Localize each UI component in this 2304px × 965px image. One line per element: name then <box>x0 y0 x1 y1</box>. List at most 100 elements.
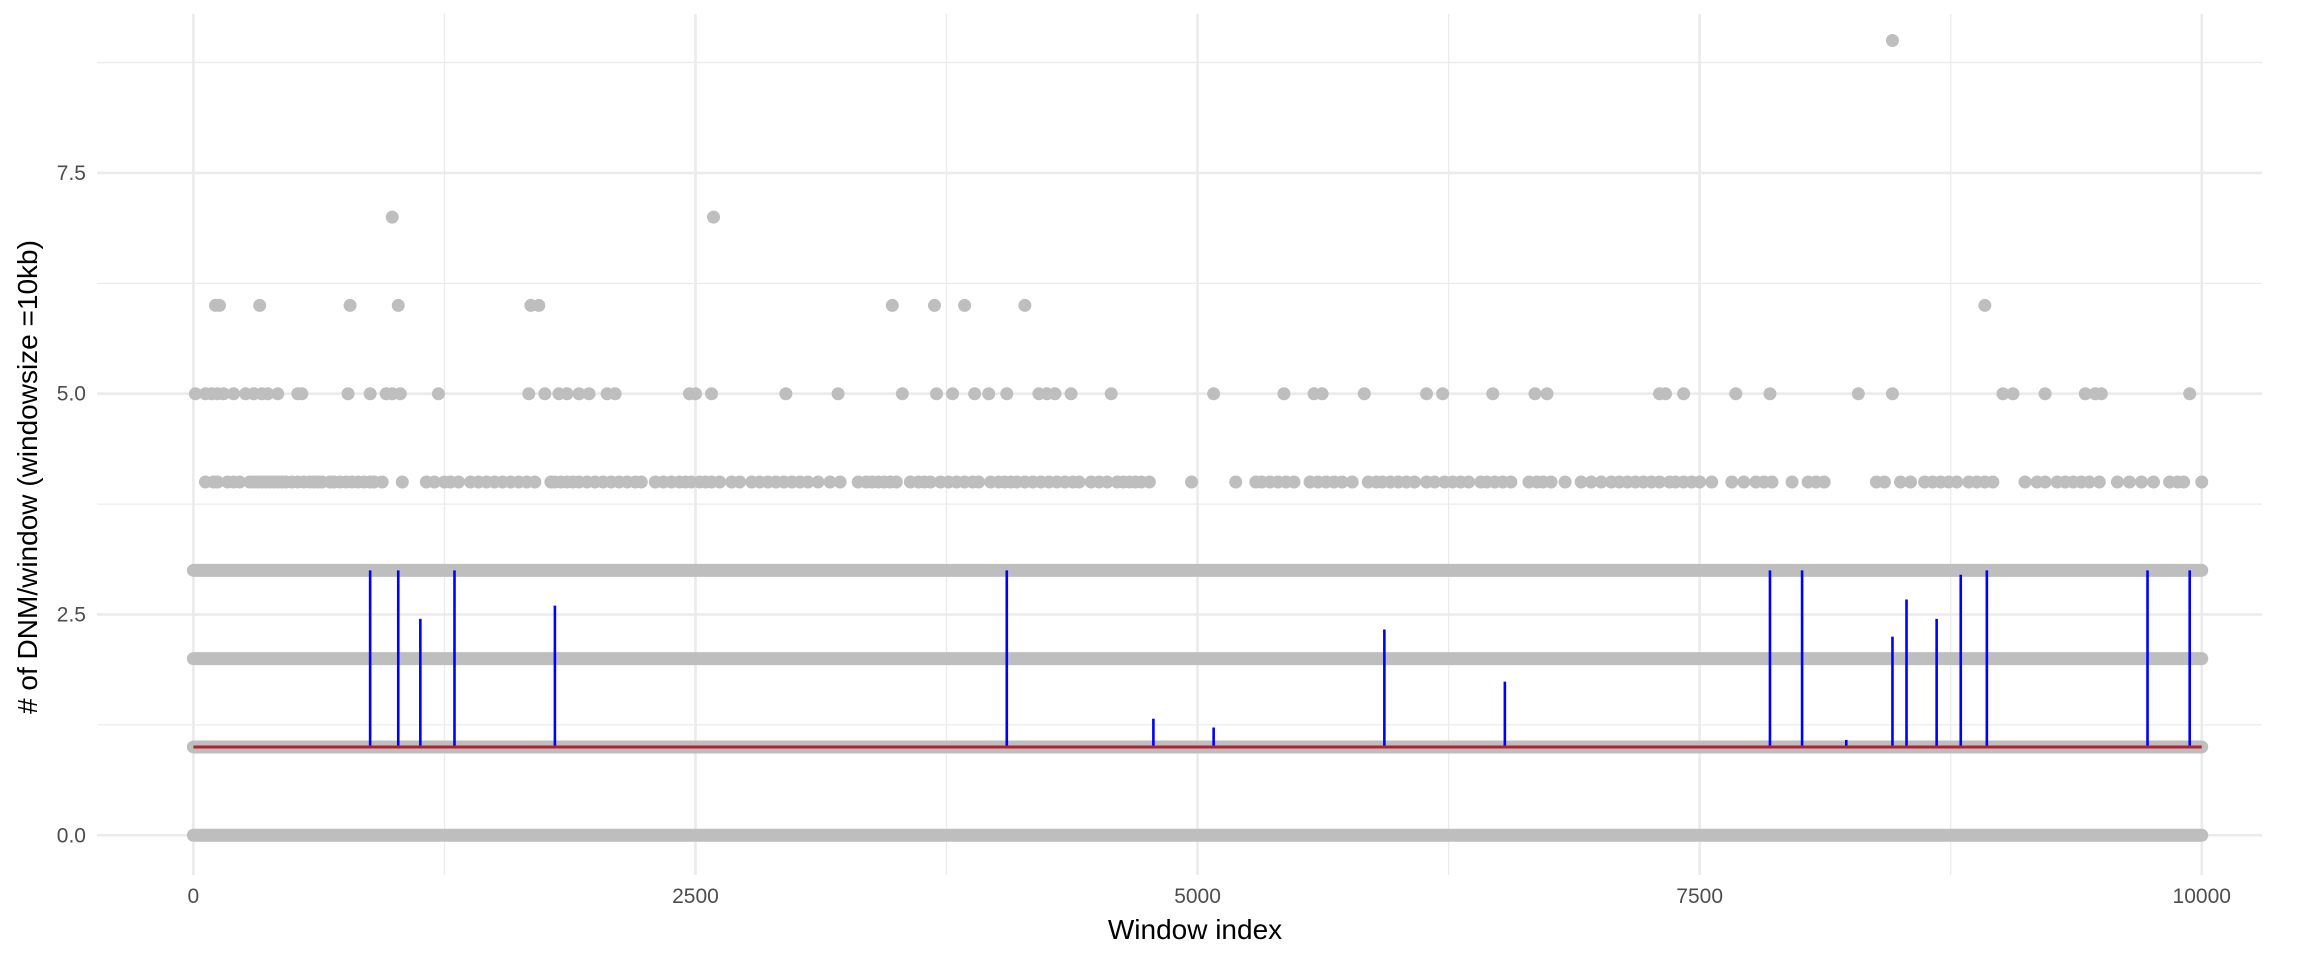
data-point <box>431 387 445 401</box>
data-point <box>1996 387 2010 401</box>
data-point <box>1558 475 1572 489</box>
data-point <box>1000 387 1014 401</box>
data-point <box>217 387 231 401</box>
data-point <box>2006 387 2020 401</box>
data-point <box>713 475 727 489</box>
data-point <box>823 475 837 489</box>
data-point <box>375 475 389 489</box>
data-point <box>811 475 825 489</box>
y-tick-label: 2.5 <box>57 603 86 626</box>
data-point <box>1277 387 1291 401</box>
y-axis-label: # of DNM/window (windowsize =10kb) <box>12 240 43 714</box>
data-point <box>982 387 996 401</box>
data-point <box>895 387 909 401</box>
x-tick-label: 0 <box>188 885 200 908</box>
data-point <box>968 387 982 401</box>
data-point <box>927 298 941 312</box>
data-point <box>1950 475 1964 489</box>
data-point <box>560 387 574 401</box>
data-point <box>1765 475 1779 489</box>
data-point <box>1817 475 1831 489</box>
data-point <box>1763 387 1777 401</box>
data-point <box>522 387 536 401</box>
data-point <box>958 298 972 312</box>
data-point <box>1540 387 1554 401</box>
x-tick-label: 10000 <box>2173 885 2231 908</box>
data-point <box>733 475 747 489</box>
data-point <box>2038 475 2052 489</box>
data-point <box>2092 475 2106 489</box>
data-point <box>1064 387 1078 401</box>
x-axis-label: Window index <box>1108 914 1282 945</box>
data-point <box>923 475 937 489</box>
data-point <box>363 387 377 401</box>
data-point <box>929 387 943 401</box>
data-point <box>1486 387 1500 401</box>
data-point <box>1893 475 1907 489</box>
data-point <box>833 475 847 489</box>
data-point <box>227 387 241 401</box>
data-point <box>427 475 441 489</box>
data-point <box>1885 387 1899 401</box>
data-point <box>1287 475 1301 489</box>
data-point <box>1072 475 1086 489</box>
data-point <box>1100 475 1114 489</box>
data-point <box>2038 387 2052 401</box>
data-point <box>1659 387 1673 401</box>
data-point <box>1677 387 1691 401</box>
data-point <box>1142 475 1156 489</box>
segment-lines <box>368 570 2191 747</box>
data-point <box>1462 475 1476 489</box>
data-point <box>831 387 845 401</box>
data-point <box>1229 475 1243 489</box>
data-point <box>2147 475 2161 489</box>
data-point <box>253 298 267 312</box>
data-point <box>688 387 702 401</box>
y-tick-label: 7.5 <box>57 162 86 185</box>
data-point <box>1315 387 1329 401</box>
data-point <box>2110 475 2124 489</box>
data-point <box>1104 387 1118 401</box>
data-point <box>343 298 357 312</box>
data-point <box>1048 387 1062 401</box>
data-point <box>1851 387 1865 401</box>
data-point <box>1729 387 1743 401</box>
data-point <box>2082 475 2096 489</box>
data-point <box>1986 475 2000 489</box>
x-tick-label: 7500 <box>1676 885 1723 908</box>
data-point <box>261 387 275 401</box>
data-point <box>1885 33 1899 47</box>
y-tick-labels: 0.0 2.5 5.0 7.5 <box>57 162 86 847</box>
data-point <box>532 298 546 312</box>
data-point <box>1785 475 1799 489</box>
data-point <box>385 210 399 224</box>
data-point <box>2195 475 2209 489</box>
data-point <box>885 298 899 312</box>
data-point <box>1407 475 1421 489</box>
x-tick-label: 2500 <box>672 885 719 908</box>
data-point <box>395 475 409 489</box>
data-point <box>1335 475 1349 489</box>
data-point <box>341 387 355 401</box>
minor-grid <box>97 14 2262 875</box>
x-tick-label: 5000 <box>1174 885 1221 908</box>
data-point <box>2134 475 2148 489</box>
data-point <box>2094 387 2108 401</box>
data-point <box>972 475 986 489</box>
data-point <box>1345 475 1359 489</box>
data-point <box>295 387 309 401</box>
data-point <box>1185 475 1199 489</box>
data-point <box>391 298 405 312</box>
data-point <box>1877 475 1891 489</box>
data-point <box>1652 475 1666 489</box>
data-point <box>582 387 596 401</box>
data-point <box>572 387 586 401</box>
data-point <box>634 475 648 489</box>
data-point <box>1207 387 1221 401</box>
data-point <box>452 475 466 489</box>
data-point <box>1693 475 1707 489</box>
data-point <box>213 298 227 312</box>
data-point <box>801 475 815 489</box>
data-point <box>2018 475 2032 489</box>
